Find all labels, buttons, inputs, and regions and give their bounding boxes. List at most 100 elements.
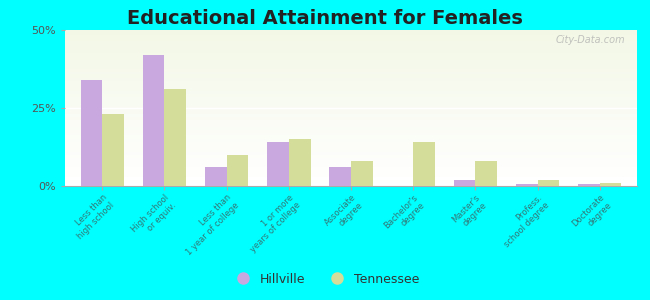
Bar (65, 72, 637, 74)
Bar (65, 80, 637, 82)
Bar (65, 85, 637, 86)
Bar (65, 144, 637, 146)
Bar (65, 160, 637, 161)
Bar (65, 117, 637, 119)
Bar (413, 142, 435, 186)
Bar (65, 61, 637, 63)
Bar (65, 30, 637, 31)
Bar (65, 119, 637, 121)
Bar (65, 164, 637, 166)
Bar (65, 114, 637, 116)
Bar (65, 130, 637, 131)
Bar (65, 94, 637, 95)
Bar (65, 106, 637, 108)
Bar (65, 116, 637, 117)
Bar (65, 158, 637, 160)
Text: City-Data.com: City-Data.com (556, 35, 625, 45)
Bar (65, 161, 637, 163)
Bar (65, 121, 637, 122)
Bar (65, 138, 637, 139)
Bar (65, 88, 637, 89)
Bar (65, 127, 637, 128)
Bar (65, 141, 637, 142)
Bar (65, 35, 637, 36)
Bar (289, 139, 311, 186)
Bar (600, 183, 621, 186)
Bar (65, 102, 637, 103)
Bar (65, 105, 637, 106)
Bar (65, 39, 637, 41)
Bar (475, 161, 497, 186)
Bar (65, 152, 637, 153)
Bar (102, 114, 124, 186)
Bar (65, 134, 637, 136)
Bar (65, 163, 637, 164)
Bar (454, 180, 475, 186)
Bar (65, 53, 637, 55)
Bar (65, 110, 637, 111)
Bar (65, 183, 637, 184)
Bar (65, 50, 637, 52)
Bar (65, 100, 637, 102)
Bar (538, 180, 559, 186)
Bar (65, 32, 637, 33)
Bar (65, 46, 637, 47)
Bar (65, 124, 637, 125)
Bar (164, 89, 187, 186)
Bar (65, 60, 637, 61)
Bar (65, 33, 637, 35)
Bar (65, 125, 637, 127)
Bar (65, 111, 637, 113)
Bar (65, 91, 637, 92)
Bar (65, 95, 637, 97)
Bar (65, 173, 637, 175)
Bar (515, 184, 538, 186)
Legend: Hillville, Tennessee: Hillville, Tennessee (225, 268, 425, 291)
Bar (267, 142, 289, 186)
Bar (65, 128, 637, 130)
Bar (65, 74, 637, 75)
Bar (65, 92, 637, 94)
Bar (65, 77, 637, 78)
Bar (65, 56, 637, 58)
Bar (65, 177, 637, 178)
Bar (65, 139, 637, 141)
Bar (65, 89, 637, 91)
Bar (65, 78, 637, 80)
Bar (65, 55, 637, 56)
Text: Educational Attainment for Females: Educational Attainment for Females (127, 9, 523, 28)
Bar (65, 83, 637, 85)
Bar (65, 70, 637, 72)
Bar (578, 184, 600, 186)
Bar (65, 97, 637, 99)
Bar (351, 161, 372, 186)
Bar (65, 142, 637, 144)
Bar (65, 41, 637, 43)
Bar (65, 146, 637, 147)
Bar (65, 136, 637, 138)
Bar (65, 133, 637, 134)
Bar (65, 178, 637, 180)
Bar (65, 150, 637, 152)
Bar (65, 36, 637, 38)
Bar (65, 49, 637, 50)
Bar (65, 131, 637, 133)
Bar (143, 55, 164, 186)
Bar (65, 180, 637, 181)
Bar (227, 155, 248, 186)
Bar (65, 167, 637, 169)
Bar (65, 181, 637, 183)
Bar (65, 68, 637, 69)
Bar (65, 147, 637, 148)
Bar (65, 170, 637, 172)
Bar (65, 82, 637, 83)
Bar (65, 66, 637, 68)
Bar (65, 52, 637, 53)
Bar (65, 43, 637, 44)
Bar (65, 47, 637, 49)
Bar (65, 113, 637, 114)
Bar (65, 108, 637, 110)
Bar (65, 38, 637, 39)
Bar (65, 86, 637, 88)
Bar (205, 167, 227, 186)
